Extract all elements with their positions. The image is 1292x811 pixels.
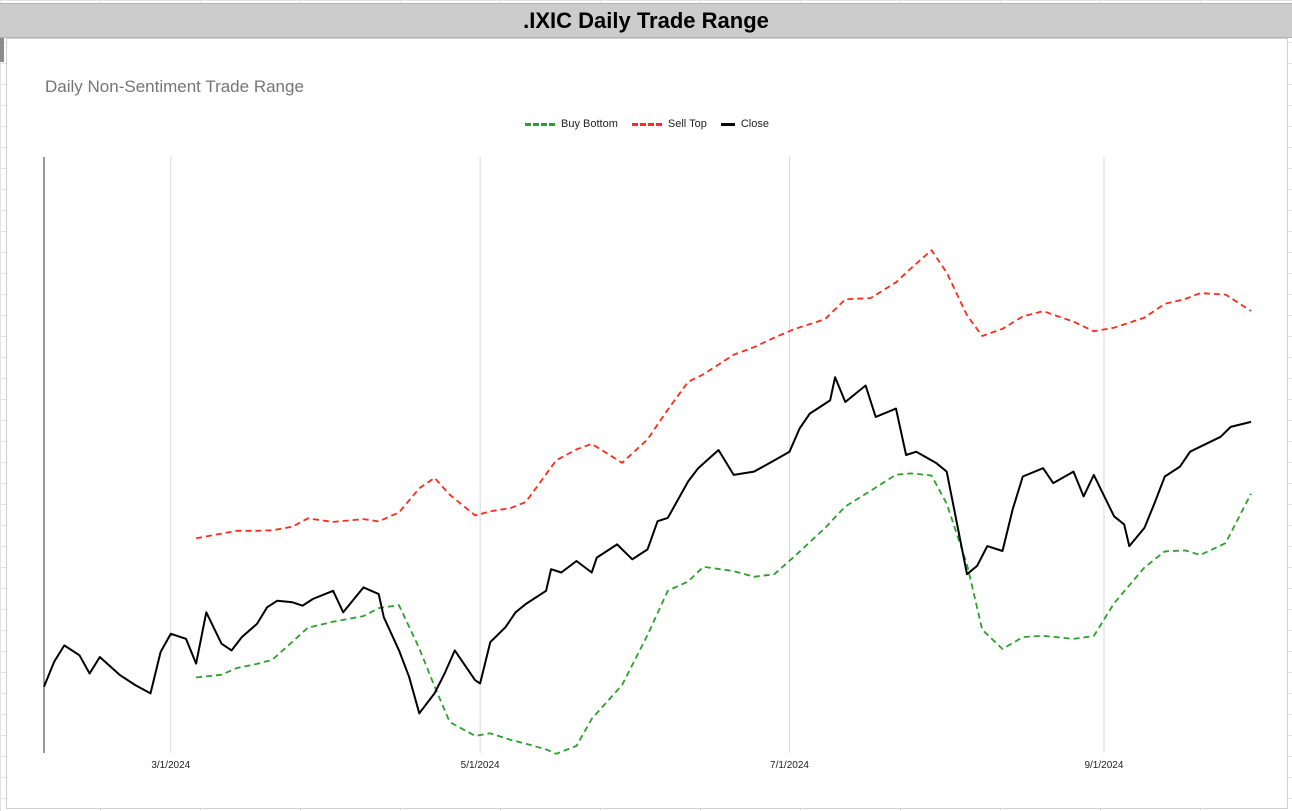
- x-tick-label-2: 7/1/2024: [770, 760, 809, 771]
- legend-swatch-sell-top: [631, 122, 662, 126]
- sheet-title-bar: .IXIC Daily Trade Range: [0, 3, 1292, 38]
- legend-label-sell-top: Sell Top: [667, 118, 707, 130]
- legend-label-buy-bottom: Buy Bottom: [561, 118, 618, 130]
- x-tick-label-1: 5/1/2024: [461, 760, 500, 771]
- line-chart-plot: 3/1/2024 5/1/2024 7/1/2024 9/1/2024: [43, 157, 1252, 771]
- series-line-close: [43, 376, 1252, 715]
- legend-swatch-buy-bottom: [525, 122, 556, 126]
- series-line-sell-top: [195, 249, 1252, 540]
- legend-item-buy-bottom[interactable]: Buy Bottom: [525, 118, 618, 130]
- chart-title: Daily Non-Sentiment Trade Range: [45, 77, 304, 96]
- legend-item-close[interactable]: Close: [720, 118, 769, 130]
- x-tick-label-3: 9/1/2024: [1084, 760, 1123, 771]
- legend-item-sell-top[interactable]: Sell Top: [631, 118, 707, 130]
- legend-swatch-close: [720, 122, 735, 126]
- row-selector-tab[interactable]: [0, 38, 4, 62]
- chart-legend: Buy Bottom Sell Top Close: [7, 118, 1287, 130]
- x-tick-label-0: 3/1/2024: [151, 760, 190, 771]
- sheet-title: .IXIC Daily Trade Range: [523, 7, 769, 33]
- series-line-buy-bottom: [196, 472, 1252, 755]
- legend-label-close: Close: [740, 118, 769, 130]
- chart-container[interactable]: Daily Non-Sentiment Trade Range Buy Bott…: [6, 38, 1288, 809]
